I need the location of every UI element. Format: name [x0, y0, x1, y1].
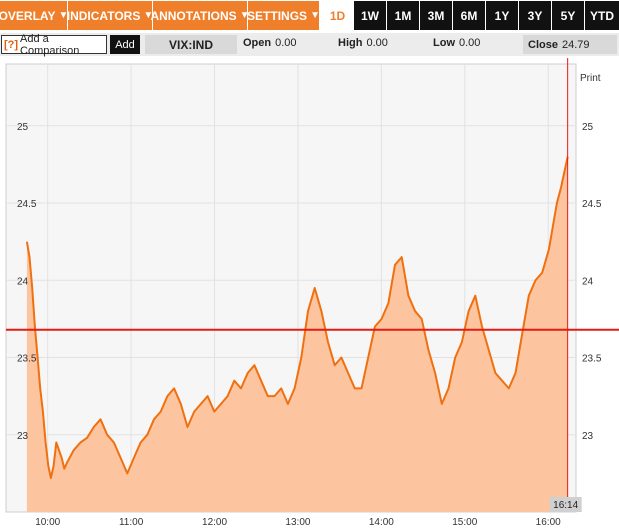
range-1y-button[interactable]: 1Y [486, 1, 519, 30]
y-tick-label-left: 24 [17, 276, 29, 287]
add-comparison-button[interactable]: Add [110, 35, 140, 54]
high-value: 0.00 [366, 37, 388, 49]
open-value: 0.00 [275, 37, 297, 49]
x-tick-label: 13:00 [285, 517, 310, 528]
high-label: High [338, 37, 363, 49]
settings-menu-button[interactable]: SETTINGS ▼ [247, 1, 320, 30]
chevron-down-icon: ▼ [239, 10, 250, 21]
overlay-menu-button[interactable]: OVERLAY ▼ [0, 1, 68, 30]
comparison-input[interactable]: [?] Add a Comparison [1, 32, 107, 57]
high-stat: High 0.00 [338, 37, 388, 49]
y-tick-label-left: 25 [17, 122, 29, 133]
close-value: 24.79 [561, 38, 590, 51]
x-tick-label: 11:00 [119, 517, 144, 528]
low-value: 0.00 [459, 37, 481, 49]
open-label: Open [243, 37, 272, 49]
low-stat: Low 0.00 [433, 37, 480, 49]
chevron-down-icon: ▼ [58, 10, 69, 21]
symbol-label: VIX:IND [145, 35, 237, 54]
x-tick-label: 10:00 [35, 517, 60, 528]
x-tick-label: 16:00 [536, 517, 561, 528]
settings-menu-label: SETTINGS [247, 8, 308, 23]
range-1d-button[interactable]: 1D [322, 1, 354, 30]
range-ytd-button[interactable]: YTD [585, 1, 619, 30]
y-tick-label-right: 24 [582, 276, 594, 287]
overlay-menu-label: OVERLAY [0, 8, 56, 23]
print-link[interactable]: Print [580, 73, 601, 84]
chart-toolbar: OVERLAY ▼ INDICATORS ▼ ANNOTATIONS ▼ SET… [0, 0, 619, 31]
price-series-line [25, 156, 569, 479]
cursor-time-label: 16:14 [553, 500, 578, 511]
annotations-menu-label: ANNOTATIONS [150, 8, 237, 23]
range-3m-button[interactable]: 3M [420, 1, 453, 30]
y-tick-label-left: 23 [17, 431, 29, 442]
range-1w-button[interactable]: 1W [354, 1, 387, 30]
close-stat: Close 24.79 [523, 35, 617, 54]
y-tick-label-right: 23.5 [582, 354, 602, 365]
cursor-time-box [549, 497, 582, 512]
chevron-down-icon: ▼ [310, 10, 320, 21]
annotations-menu-button[interactable]: ANNOTATIONS ▼ [150, 1, 250, 30]
low-label: Low [433, 37, 455, 49]
x-tick-label: 12:00 [202, 517, 227, 528]
range-3y-button[interactable]: 3Y [519, 1, 552, 30]
price-area-fill [26, 156, 568, 512]
help-icon[interactable]: [?] [4, 38, 19, 51]
price-chart[interactable]: 23 23 23.5 23.5 24 24 24.5 24.5 25 25 10:00 11:00 1… [0, 58, 619, 531]
y-tick-label-left: 24.5 [17, 199, 37, 210]
comparison-label: Add a Comparison [20, 32, 80, 57]
chevron-down-icon: ▼ [143, 10, 154, 21]
x-tick-label: 15:00 [452, 517, 477, 528]
range-5y-button[interactable]: 5Y [552, 1, 585, 30]
indicators-menu-label: INDICATORS [66, 8, 141, 23]
quote-bar: [?] Add a Comparison Add VIX:IND Open 0.0… [0, 32, 619, 57]
range-6m-button[interactable]: 6M [453, 1, 486, 30]
y-tick-label-right: 24.5 [582, 199, 602, 210]
range-1m-button[interactable]: 1M [387, 1, 420, 30]
y-tick-label-right: 25 [582, 122, 594, 133]
open-stat: Open 0.00 [243, 37, 297, 49]
y-tick-label-left: 23.5 [17, 354, 37, 365]
close-label: Close [528, 38, 558, 51]
indicators-menu-button[interactable]: INDICATORS ▼ [66, 1, 154, 30]
x-tick-label: 14:00 [369, 517, 394, 528]
y-tick-label-right: 23 [582, 431, 594, 442]
